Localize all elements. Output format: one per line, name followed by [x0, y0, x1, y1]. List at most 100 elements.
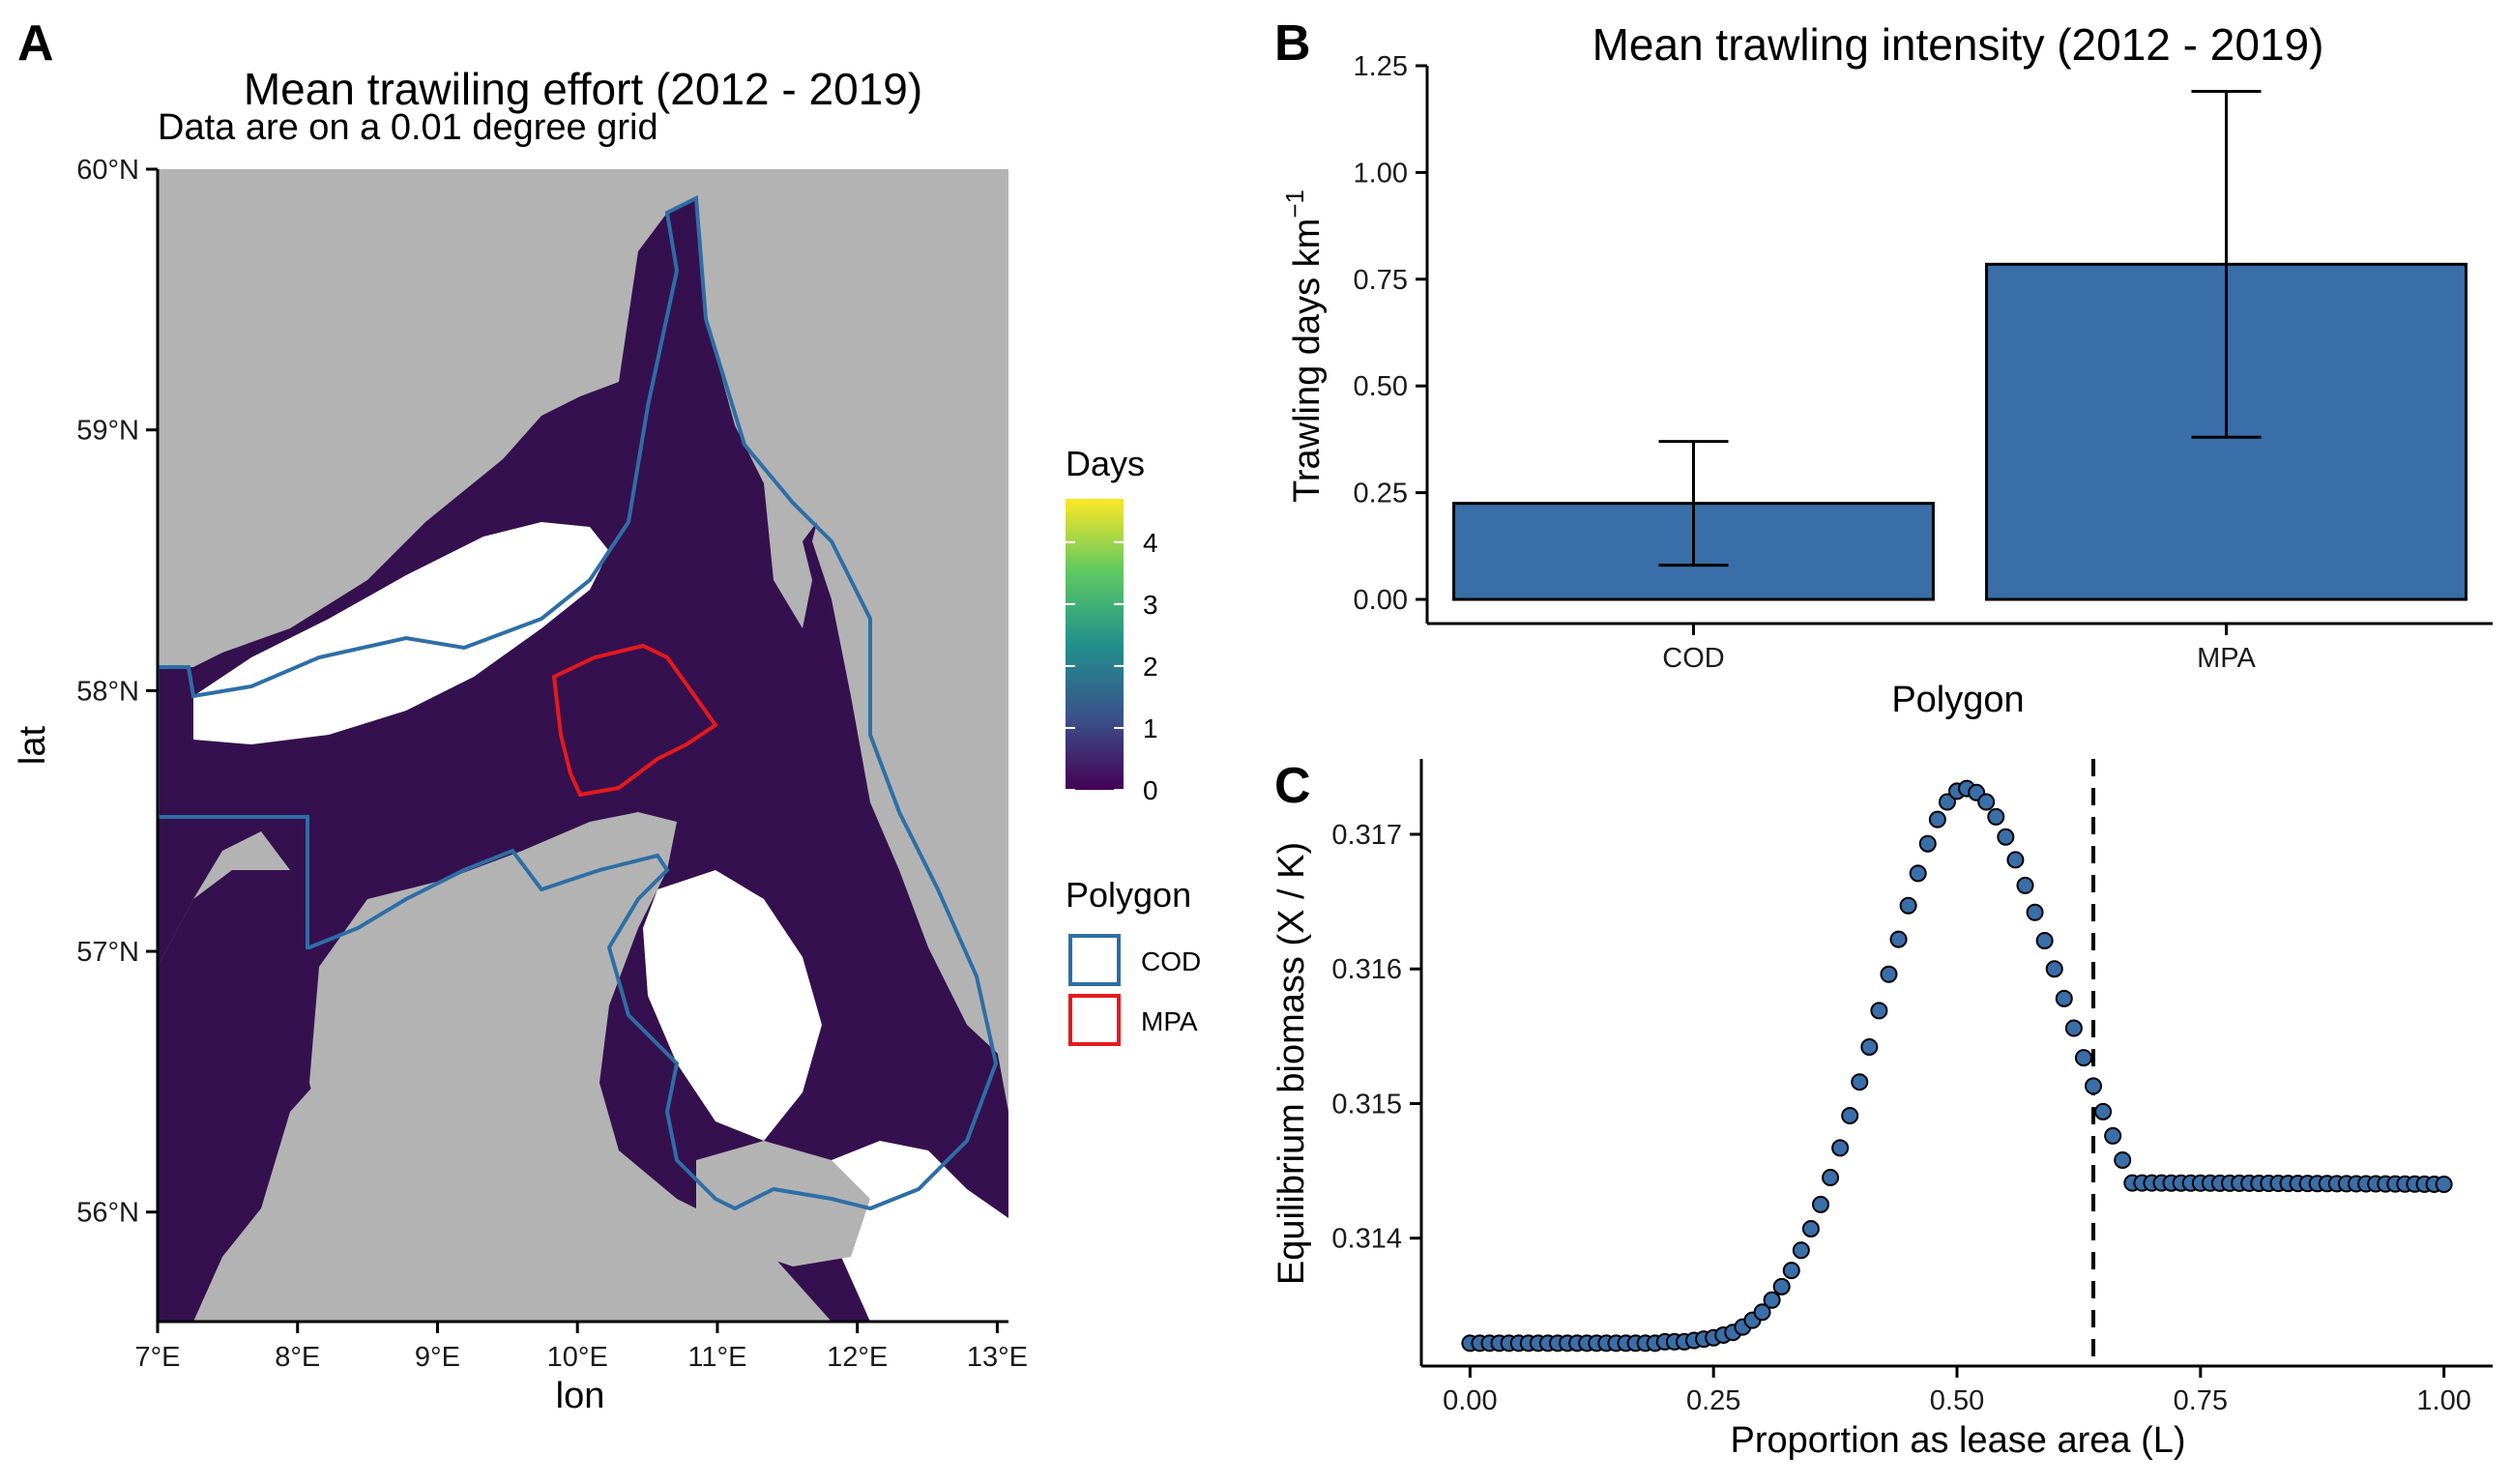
- bar-y-ticks: 0.00 0.25 0.50 0.75 1.00 1.25: [1354, 51, 1427, 616]
- map-y-axis-title: lat: [13, 725, 53, 765]
- panel-b-letter: B: [1274, 15, 1311, 72]
- panel-a-title: Mean trawiling effort (2012 - 2019): [244, 64, 922, 114]
- bar-x-tick-label: MPA: [2197, 643, 2256, 674]
- legend-cod-label: COD: [1141, 946, 1201, 976]
- scatter-point: [1851, 1073, 1869, 1091]
- scatter-point: [1889, 930, 1908, 948]
- scatter-y-tick-label: 0.315: [1331, 1089, 1402, 1120]
- no-trawl-zone-east: [832, 1141, 1008, 1322]
- bar-y-axis-title-sup: −1: [1280, 189, 1309, 218]
- scatter-point: [2114, 1150, 2132, 1169]
- scatter-point: [1801, 1219, 1820, 1237]
- panel-b-title: Mean trawling intensity (2012 - 2019): [1592, 19, 2324, 70]
- bar-x-tick-label: COD: [1662, 643, 1724, 674]
- map-y-tick-label: 58°N: [76, 676, 139, 707]
- legend-mpa-label: MPA: [1141, 1006, 1198, 1036]
- map-x-tick-label: 7°E: [134, 1342, 180, 1373]
- map-x-ticks: 7°E 8°E 9°E 10°E 11°E 12°E 13°E: [134, 1322, 1028, 1373]
- mpa-polygon: [551, 643, 718, 798]
- land-sweden: [812, 169, 1008, 1063]
- bar-y-axis-title-main: Trawling days km: [1287, 218, 1328, 503]
- legend-cod-key: [1068, 934, 1121, 986]
- scatter-point: [1860, 1037, 1879, 1056]
- bar-y-tick-label: 0.50: [1354, 371, 1408, 402]
- scatter-point: [1782, 1262, 1800, 1280]
- map-x-tick-label: 10°E: [547, 1342, 608, 1373]
- scatter-x-tick-label: 1.00: [2416, 1385, 2470, 1416]
- cod-polygon: [158, 194, 999, 1211]
- no-trawl-zone-kattegat: [643, 870, 822, 1141]
- scatter-x-tick-label: 0.75: [2174, 1385, 2228, 1416]
- scatter-point: [1831, 1139, 1850, 1157]
- map-x-tick-label: 12°E: [827, 1342, 888, 1373]
- bar-y-tick-label: 0.00: [1354, 585, 1408, 616]
- map-x-tick-label: 13°E: [967, 1342, 1028, 1373]
- bar-y-tick-label: 0.25: [1354, 479, 1408, 509]
- map-y-tick-label: 56°N: [76, 1198, 139, 1229]
- scatter-point: [2016, 876, 2034, 894]
- map-y-tick-label: 60°N: [76, 155, 139, 186]
- scatter-point: [1841, 1107, 1859, 1125]
- scatter-point: [1987, 807, 2005, 826]
- bar-y-tick-label: 1.00: [1354, 158, 1408, 189]
- scatter-point: [1909, 864, 1927, 883]
- legend-polygon-title: Polygon: [1066, 875, 1191, 915]
- legend-days-tick-label: 3: [1143, 590, 1158, 620]
- scatter-point: [1763, 1291, 1781, 1309]
- scatter-x-tick-label: 0.50: [1930, 1385, 1984, 1416]
- scatter-point: [2435, 1176, 2453, 1194]
- panel-c: C 0.00 0.25 0.50 0.75 1.00 0.3140.3150.3160.…: [1271, 758, 2493, 1461]
- map-y-tick-label: 59°N: [76, 416, 139, 447]
- land-zealand: [696, 1141, 870, 1266]
- bar-y-tick-label: 0.75: [1354, 265, 1408, 296]
- legend-days-title: Days: [1066, 444, 1145, 483]
- scatter-y-tick-label: 0.317: [1331, 820, 1402, 851]
- scatter-point: [1792, 1241, 1810, 1260]
- legend-days-tick-label: 0: [1143, 775, 1158, 805]
- legend-polygon: Polygon COD MPA: [1066, 875, 1201, 1046]
- scatter-point: [2064, 1019, 2083, 1037]
- scatter-point: [1880, 965, 1898, 983]
- scatter-point: [2104, 1126, 2122, 1145]
- scatter-point: [2055, 989, 2073, 1007]
- map-area: [158, 169, 1008, 1322]
- scatter-point: [1977, 793, 1996, 811]
- scatter-point: [1997, 828, 2015, 846]
- land-jutland: [309, 812, 793, 1322]
- scatter-x-tick-label: 0.00: [1443, 1385, 1497, 1416]
- map-x-tick-label: 9°E: [415, 1342, 460, 1373]
- scatter-point: [2006, 851, 2025, 869]
- scatter-point: [1899, 896, 1917, 915]
- no-trawl-zone-north: [193, 522, 609, 744]
- legend-days: Days 0 1 2 3 4: [1066, 444, 1158, 805]
- scatter-y-axis-title: Equilibrium biomass (X / K): [1271, 842, 1312, 1285]
- panel-b: B Mean trawling intensity (2012 - 2019) …: [1274, 15, 2493, 720]
- scatter-point: [1811, 1195, 1829, 1213]
- bar-y-axis-title: Trawling days km−1: [1280, 189, 1328, 503]
- scatter-point: [1822, 1169, 1840, 1187]
- bar-x-axis-title: Polygon: [1891, 680, 2024, 720]
- panel-a-letter: A: [17, 15, 54, 72]
- scatter-point: [1772, 1277, 1791, 1295]
- scatter-point: [1918, 834, 1937, 853]
- scatter-point: [2094, 1102, 2113, 1120]
- scatter-x-ticks: 0.00 0.25 0.50 0.75 1.00: [1443, 1366, 2471, 1416]
- scatter-y-ticks: 0.314 0.315 0.316 0.317: [1331, 820, 1421, 1255]
- legend-days-tick-label: 4: [1143, 528, 1158, 558]
- map-x-tick-label: 11°E: [687, 1342, 746, 1373]
- scatter-point: [1753, 1303, 1771, 1322]
- panel-a: A Mean trawiling effort (2012 - 2019) Da…: [13, 15, 1201, 1416]
- legend-mpa-key: [1068, 994, 1121, 1046]
- scatter-point: [1928, 810, 1946, 829]
- scatter-x-tick-label: 0.25: [1686, 1385, 1740, 1416]
- scatter-point: [2045, 960, 2063, 978]
- legend-days-colorbar: [1066, 499, 1124, 790]
- bar-y-tick-label: 1.25: [1354, 51, 1408, 82]
- svg-text:Trawling days km−1: Trawling days km−1: [1280, 189, 1328, 503]
- panel-a-subtitle: Data are on a 0.01 degree grid: [158, 107, 658, 148]
- scatter-point: [1938, 793, 1956, 811]
- map-x-tick-label: 8°E: [275, 1342, 320, 1373]
- scatter-y-tick-label: 0.314: [1331, 1224, 1402, 1255]
- bars: COD MPA: [1452, 89, 2468, 674]
